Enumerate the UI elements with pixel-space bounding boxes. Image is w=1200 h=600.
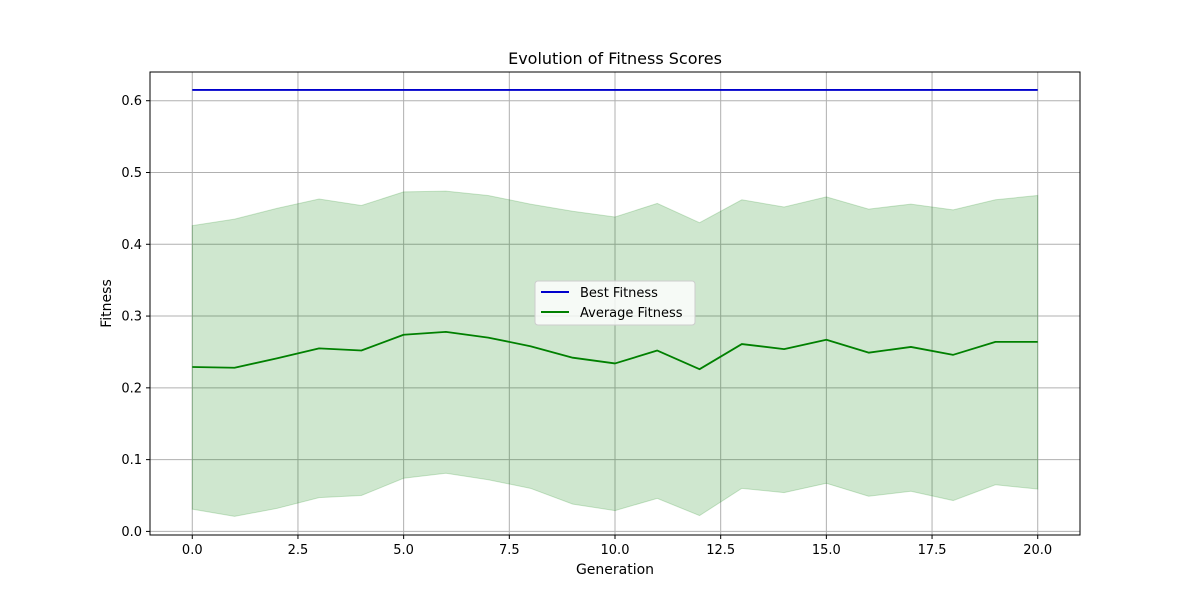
- y-tick-label: 0.5: [121, 166, 142, 181]
- legend-label-average: Average Fitness: [580, 306, 683, 321]
- chart-title: Evolution of Fitness Scores: [508, 49, 722, 68]
- x-tick-label: 2.5: [288, 543, 309, 558]
- x-tick-label: 0.0: [182, 543, 203, 558]
- series-lines: [192, 89, 1038, 371]
- y-tick-label: 0.1: [121, 453, 142, 468]
- x-axis-ticks: 0.0 2.5 5.0 7.5 10.0 12.5 15.0 17.5 20.0: [182, 535, 1052, 558]
- legend: Best Fitness Average Fitness: [534, 280, 696, 326]
- x-tick-label: 10.0: [601, 543, 630, 558]
- legend-box: [534, 280, 696, 326]
- y-tick-label: 0.4: [121, 238, 142, 253]
- x-tick-label: 7.5: [499, 543, 520, 558]
- x-tick-label: 5.0: [393, 543, 414, 558]
- y-axis-label: Fitness: [99, 279, 115, 328]
- y-tick-label: 0.2: [121, 381, 142, 396]
- x-tick-label: 15.0: [812, 543, 841, 558]
- y-tick-label: 0.3: [121, 310, 142, 325]
- legend-label-best: Best Fitness: [580, 286, 658, 301]
- x-axis-label: Generation: [576, 562, 654, 578]
- std-band-area: [191, 190, 1039, 517]
- y-tick-label: 0.0: [121, 525, 142, 540]
- y-axis-ticks: 0.0 0.1 0.2 0.3 0.4 0.5 0.6: [121, 94, 150, 540]
- x-tick-label: 20.0: [1023, 543, 1052, 558]
- x-tick-label: 17.5: [918, 543, 947, 558]
- std-band: [191, 190, 1039, 517]
- average-fitness-line: [192, 330, 1038, 371]
- y-tick-label: 0.6: [121, 94, 142, 109]
- grid: [150, 72, 1080, 535]
- x-tick-label: 12.5: [706, 543, 735, 558]
